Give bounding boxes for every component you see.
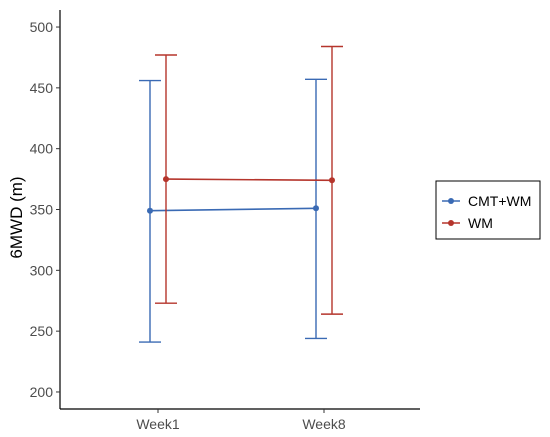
series-1 (155, 45, 343, 315)
y-tick-label: 350 (30, 202, 54, 218)
legend-label: WM (468, 215, 493, 231)
legend-item-1: WM (442, 215, 493, 231)
x-tick-label: Week1 (136, 416, 180, 432)
series-line (165, 178, 333, 182)
y-tick-label: 400 (30, 141, 54, 157)
y-tick-label: 450 (30, 80, 54, 96)
series-layer (139, 45, 343, 343)
y-tick-label: 200 (30, 384, 54, 400)
legend-item-0: CMT+WM (442, 193, 531, 209)
x-tick-label: Week8 (302, 416, 346, 432)
y-axis-title: 6MWD (m) (7, 176, 26, 258)
y-tick-label: 300 (30, 262, 54, 278)
data-point (163, 176, 169, 183)
data-point (329, 177, 335, 184)
legend-box (435, 180, 541, 240)
legend-key-point (448, 198, 454, 204)
data-point (313, 205, 319, 212)
legend-label: CMT+WM (468, 193, 531, 209)
series-0 (139, 78, 327, 343)
legend-key-point (448, 220, 454, 226)
series-line (149, 207, 317, 212)
y-tick-label: 500 (30, 19, 54, 35)
axes-layer: 200 250 300 350 400 450 500 Week1 Week8 6MWD (m) (7, 10, 420, 432)
data-point (147, 207, 153, 214)
legend: CMT+WM WM (435, 180, 541, 240)
y-tick-label: 250 (30, 323, 54, 339)
